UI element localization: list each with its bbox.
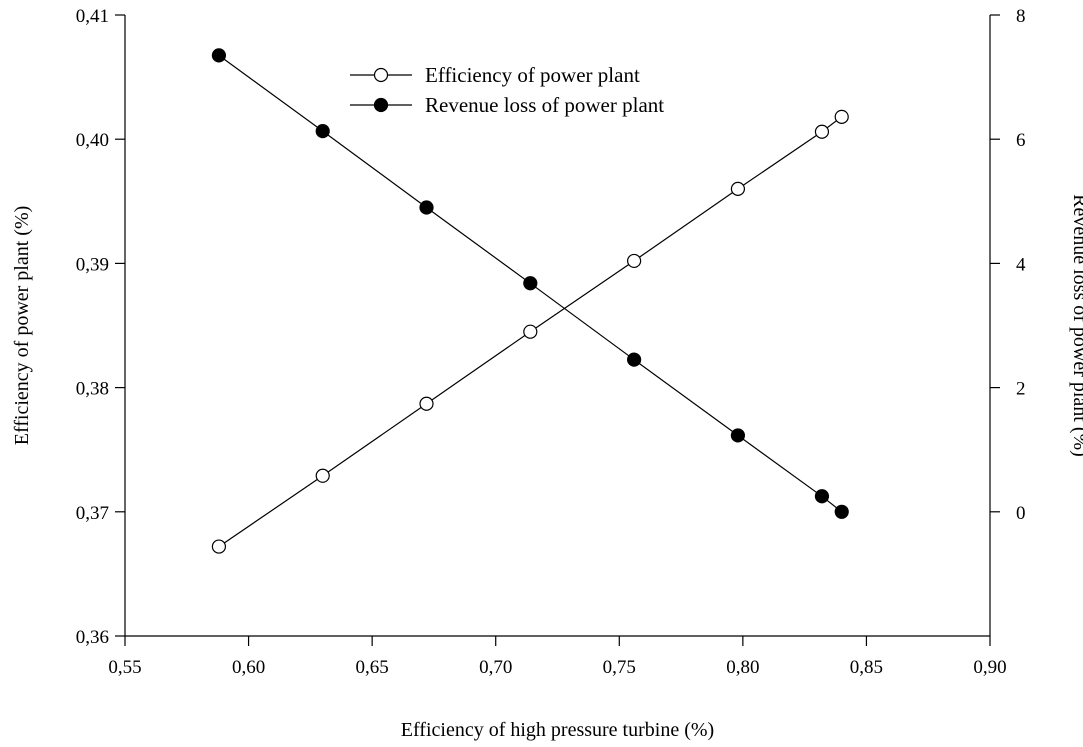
y-right-tick-label: 2 bbox=[1016, 379, 1026, 400]
x-tick-label: 0,75 bbox=[603, 657, 636, 678]
x-tick-label: 0,85 bbox=[850, 657, 883, 678]
data-point-efficiency bbox=[315, 468, 330, 483]
x-tick-label: 0,90 bbox=[973, 657, 1006, 678]
y-left-tick-label: 0,37 bbox=[76, 503, 109, 524]
legend-marker-revenue-loss bbox=[373, 97, 389, 113]
data-point-revenue-loss bbox=[627, 352, 642, 367]
data-point-revenue-loss bbox=[419, 200, 434, 215]
data-point-efficiency bbox=[211, 539, 227, 554]
data-point-revenue-loss bbox=[730, 428, 746, 443]
x-axis-title: Efficiency of high pressure turbine (%) bbox=[401, 719, 714, 741]
y-left-tick-label: 0,38 bbox=[76, 379, 109, 400]
series-line-revenue-loss bbox=[218, 54, 843, 513]
y-left-tick-label: 0,40 bbox=[76, 130, 109, 151]
data-point-revenue-loss bbox=[523, 276, 538, 291]
y-right-tick-label: 0 bbox=[1016, 503, 1026, 524]
data-point-efficiency bbox=[627, 253, 642, 269]
y-left-ticks: 0,36 0,37 0,38 0,39 0,40 0,41 bbox=[76, 6, 125, 648]
y-right-axis-title: Revenue loss of power plant (%) bbox=[1069, 194, 1083, 457]
data-point-efficiency bbox=[814, 124, 830, 139]
data-point-efficiency bbox=[730, 181, 746, 196]
y-right-tick-label: 4 bbox=[1016, 254, 1026, 275]
x-tick-label: 0,70 bbox=[479, 657, 512, 678]
y-left-axis-title: Efficiency of power plant (%) bbox=[11, 206, 33, 446]
data-point-efficiency bbox=[834, 109, 849, 124]
data-point-efficiency bbox=[419, 396, 434, 411]
x-tick-label: 0,60 bbox=[232, 657, 265, 678]
axes bbox=[124, 15, 991, 637]
x-tick-label: 0,65 bbox=[356, 657, 389, 678]
y-right-tick-label: 8 bbox=[1016, 6, 1026, 27]
x-tick-label: 0,55 bbox=[108, 657, 141, 678]
series-line-efficiency bbox=[218, 116, 843, 548]
y-right-tick-label: 6 bbox=[1016, 130, 1026, 151]
legend: Efficiency of power plant Revenue loss o… bbox=[350, 63, 664, 117]
legend-label-efficiency: Efficiency of power plant bbox=[425, 63, 640, 87]
data-point-revenue-loss bbox=[814, 489, 830, 504]
legend-marker-efficiency bbox=[373, 67, 389, 83]
series-layer bbox=[211, 48, 849, 554]
data-point-efficiency bbox=[523, 324, 538, 339]
y-right-ticks: 0 2 4 6 8 bbox=[990, 6, 1026, 524]
data-point-revenue-loss bbox=[834, 504, 849, 519]
legend-label-revenue-loss: Revenue loss of power plant bbox=[425, 93, 664, 117]
x-ticks: 0,55 0,60 0,65 0,70 0,75 0,80 0,85 0,90 bbox=[108, 636, 1007, 678]
y-left-tick-label: 0,39 bbox=[76, 254, 109, 275]
x-tick-label: 0,80 bbox=[726, 657, 759, 678]
y-left-tick-label: 0,41 bbox=[76, 6, 109, 27]
data-point-revenue-loss bbox=[315, 124, 330, 139]
y-left-tick-label: 0,36 bbox=[76, 627, 109, 648]
data-point-revenue-loss bbox=[211, 48, 227, 63]
